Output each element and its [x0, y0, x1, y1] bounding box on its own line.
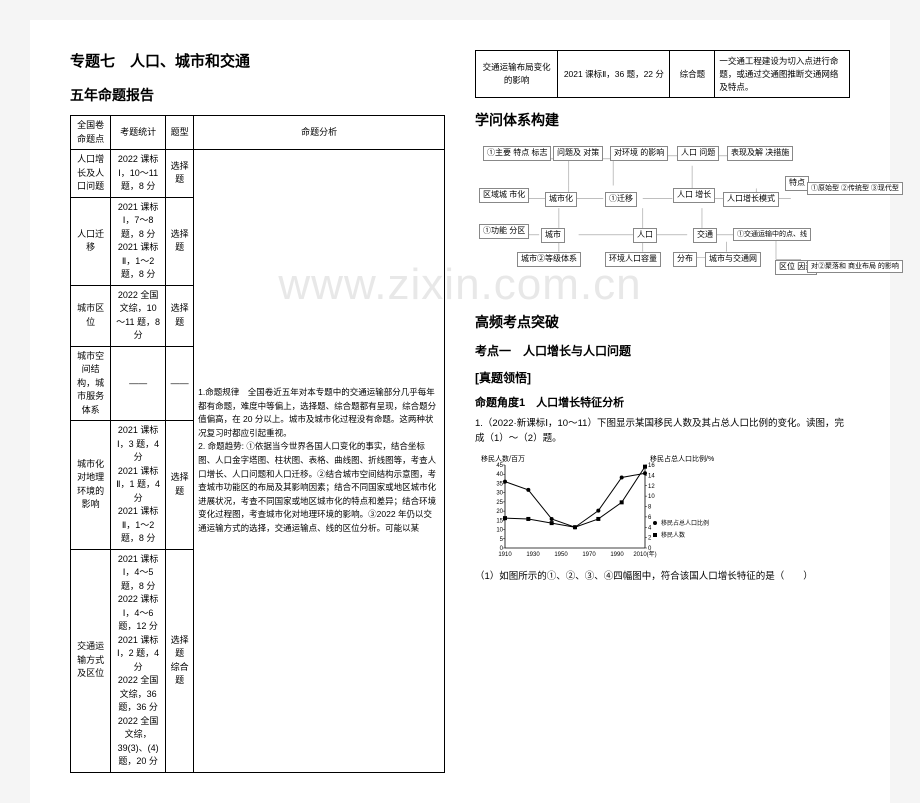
svg-text:2010(年): 2010(年): [633, 550, 656, 558]
cell: 2021 课标Ⅱ，36 题，22 分: [558, 51, 670, 98]
cell: 城市区位: [71, 285, 111, 346]
svg-text:4: 4: [648, 525, 652, 531]
cell: 综合题: [670, 51, 715, 98]
knowledge-diagram: ①主要 特点 标志 问题及 对策 对环境 的影响 人口 问题 表现及解 决措施 …: [475, 140, 850, 300]
svg-text:10: 10: [496, 527, 503, 533]
cell: 城市化对地理环境的影响: [71, 421, 111, 550]
angle-heading: 命题角度1 人口增长特征分析: [475, 394, 850, 410]
cell: 2021 课标Ⅰ，4～5 题，8 分 2022 课标Ⅰ，4～6 题，12 分 2…: [111, 549, 166, 772]
dbox: 交通: [693, 228, 717, 242]
svg-text:16: 16: [648, 463, 655, 469]
dbox: 城市化: [545, 192, 577, 206]
svg-text:35: 35: [496, 481, 503, 487]
dbox: 对②聚落和 商业布局 的影响: [807, 260, 903, 273]
svg-text:1950: 1950: [554, 552, 568, 558]
question-1-sub1: （1）如图所示的①、②、③、④四幅图中，符合该国人口增长特征的是（ ）: [475, 569, 850, 584]
dbox: ①交通运输中的点、线: [733, 228, 811, 241]
svg-text:1970: 1970: [582, 552, 596, 558]
cell: 人口迁移: [71, 197, 111, 285]
cell: 选择题 综合题: [165, 549, 193, 772]
svg-text:10: 10: [648, 494, 655, 500]
dbox: ①迁移: [605, 192, 637, 206]
svg-text:8: 8: [648, 504, 652, 510]
kaodian-heading: 考点一 人口增长与人口问题: [475, 342, 850, 359]
svg-text:30: 30: [496, 490, 503, 496]
dbox: 对环境 的影响: [610, 146, 668, 160]
dbox: ①原始型 ②传统型 ③现代型: [807, 182, 903, 195]
cell: 城市空间结构，城市服务体系: [71, 346, 111, 421]
svg-text:25: 25: [496, 500, 503, 506]
exam-stats-table: 全国卷命题点 考题统计 题型 命题分析 人口增长及人口问题 2022 课标Ⅰ，1…: [70, 115, 445, 773]
cell: 选择题: [165, 285, 193, 346]
dbox: 人口 问题: [677, 146, 719, 160]
cell: 交通运输布局变化的影响: [476, 51, 558, 98]
cell: 选择题: [165, 150, 193, 198]
cell: 2021 课标Ⅰ，3 题，4 分 2021 课标Ⅱ，1 题，4 分 2021 课…: [111, 421, 166, 550]
svg-text:40: 40: [496, 472, 503, 478]
dbox: 城市: [541, 228, 565, 242]
cell: 选择题: [165, 421, 193, 550]
svg-text:14: 14: [648, 473, 655, 479]
dbox: 人口增长模式: [723, 192, 779, 206]
dbox: 问题及 对策: [553, 146, 603, 160]
svg-text:45: 45: [496, 463, 503, 469]
dbox: 分布: [673, 252, 697, 266]
continuation-table: 交通运输布局变化的影响 2021 课标Ⅱ，36 题，22 分 综合题 一交通工程…: [475, 50, 850, 98]
dbox: 表现及解 决措施: [727, 146, 793, 160]
dbox: 特点: [785, 176, 809, 190]
svg-text:1930: 1930: [526, 552, 540, 558]
cell: 交通运输方式及区位: [71, 549, 111, 772]
cell: 2021 课标Ⅰ，7～8 题，8 分 2021 课标Ⅱ，1～2 题，8 分: [111, 197, 166, 285]
cell: 2022 课标Ⅰ，10～11 题，8 分: [111, 150, 166, 198]
dbox: 城市与交通网: [705, 252, 761, 266]
svg-text:12: 12: [648, 483, 655, 489]
svg-text:6: 6: [648, 515, 652, 521]
svg-text:1910: 1910: [498, 552, 512, 558]
th-point: 全国卷命题点: [71, 116, 111, 150]
cell: 一交通工程建设为切入点进行命题，或通过交通图推断交通网络及特点。: [715, 51, 850, 98]
immigration-chart: 移民人数/百万 移民占总人口比例/% 051015202530354045 02…: [475, 453, 735, 563]
svg-text:移民占总人口比例: 移民占总人口比例: [661, 519, 709, 527]
dbox: ①主要 特点 标志: [483, 146, 551, 160]
dbox: 区域城 市化: [479, 188, 529, 202]
section-breakthrough-heading: 高频考点突破: [475, 312, 850, 332]
question-1-stem: 1.（2022·新课标Ⅰ，10～11）下图显示某国移民人数及其占总人口比例的变化…: [475, 416, 850, 446]
th-analysis: 命题分析: [194, 116, 445, 150]
svg-text:5: 5: [500, 536, 504, 542]
svg-text:20: 20: [496, 509, 503, 515]
section-structure-heading: 学问体系构建: [475, 110, 850, 130]
section-report-heading: 五年命题报告: [70, 85, 445, 105]
cell: ——: [111, 346, 166, 421]
dbox: 城市②等级体系: [517, 252, 581, 266]
y-right-label: 移民占总人口比例/%: [650, 454, 714, 463]
svg-text:15: 15: [496, 518, 503, 524]
cell: ——: [165, 346, 193, 421]
topic-title: 专题七 人口、城市和交通: [70, 50, 445, 71]
svg-text:1990: 1990: [610, 552, 624, 558]
dbox: 人口: [633, 228, 657, 242]
y-left-label: 移民人数/百万: [481, 454, 525, 463]
analysis-cell: 1.命题规律 全国卷近五年对本专题中的交通运输部分几乎每年都有命题，难度中等偏上…: [194, 150, 445, 773]
svg-text:移民人数: 移民人数: [661, 531, 685, 539]
dbox: 环境人口容量: [605, 252, 661, 266]
cell: 选择题: [165, 197, 193, 285]
cell: 2022 全国文综，10～11 题，8 分: [111, 285, 166, 346]
dbox: ①功能 分区: [479, 224, 529, 238]
th-type: 题型: [165, 116, 193, 150]
zhenti-heading: [真题领悟]: [475, 369, 850, 386]
cell: 人口增长及人口问题: [71, 150, 111, 198]
dbox: 人口 增长: [673, 188, 715, 202]
svg-text:2: 2: [648, 535, 652, 541]
th-stat: 考题统计: [111, 116, 166, 150]
